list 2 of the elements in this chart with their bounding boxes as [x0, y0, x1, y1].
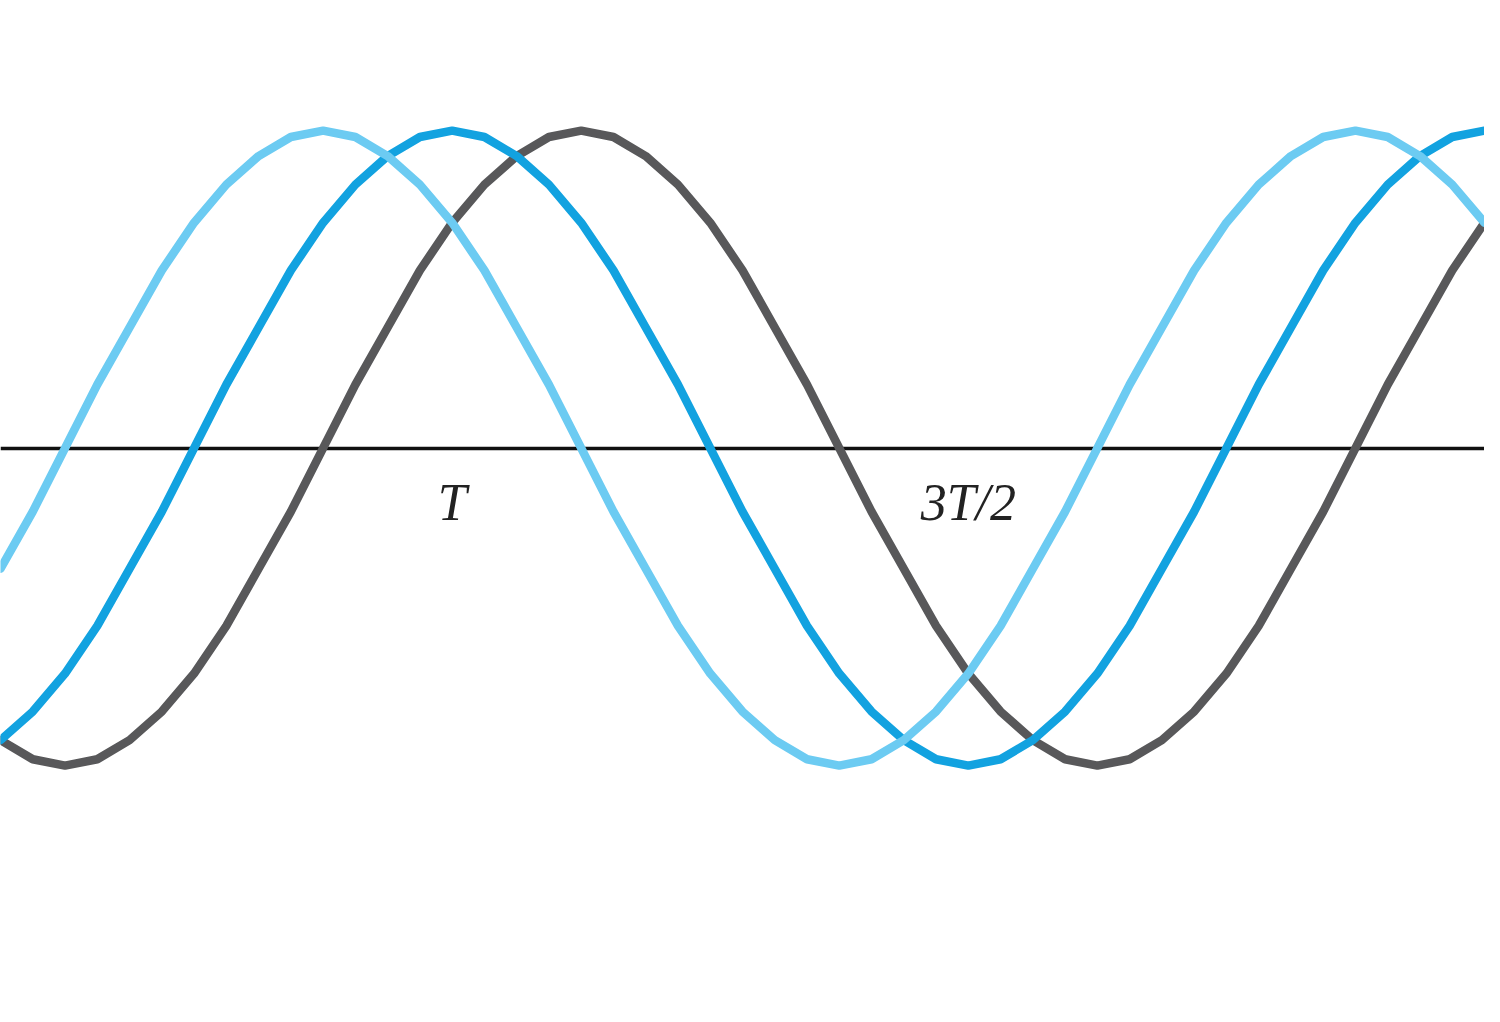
x-tick-label: 3T/2	[919, 474, 1017, 532]
x-tick-label: T	[437, 474, 470, 532]
